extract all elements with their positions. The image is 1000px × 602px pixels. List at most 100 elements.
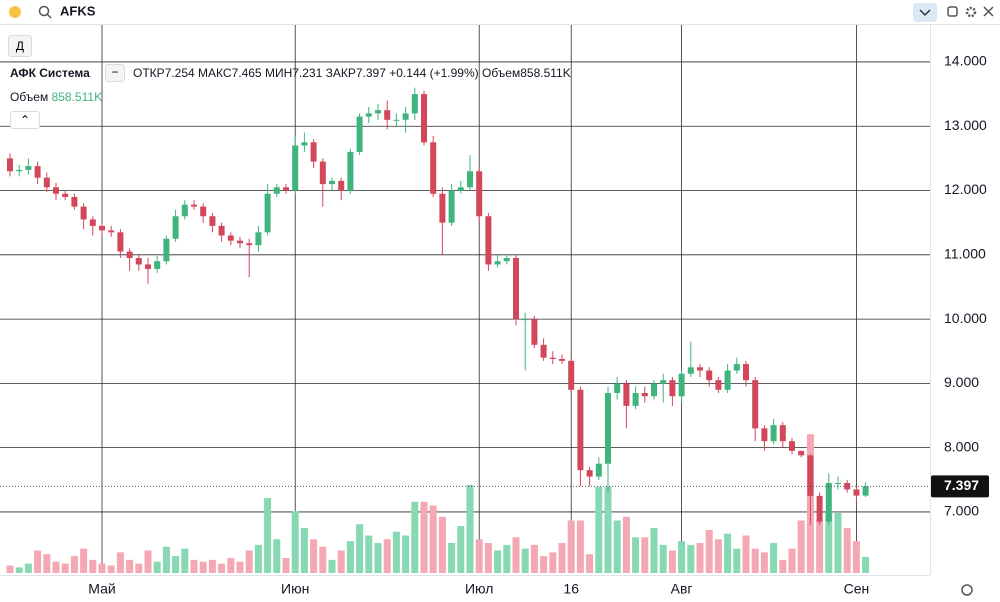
dropdown-button[interactable] (913, 3, 937, 22)
legend-value: 7.465 (231, 66, 262, 80)
volume-bar (714, 539, 722, 573)
candle-body (99, 225, 105, 231)
candle-body (108, 230, 115, 233)
legend-name: АФК Система (10, 66, 90, 80)
collapse-button[interactable]: − (105, 64, 125, 82)
legend-value: 7.397 (355, 66, 386, 80)
symbol[interactable]: AFKS (60, 3, 96, 18)
volume-bar (862, 556, 870, 573)
volume-bar (576, 520, 584, 573)
volume-bar (15, 567, 23, 573)
candle-body (770, 425, 777, 442)
volume-bar (540, 556, 548, 573)
volume-bar (34, 550, 42, 573)
volume-bar (300, 528, 308, 573)
volume-bar (89, 559, 97, 573)
window-button[interactable] (947, 6, 958, 17)
candle-body (80, 206, 87, 220)
volume-bar (521, 548, 529, 573)
candle-body (310, 142, 317, 162)
volume-bar (668, 550, 676, 573)
y-tick-label: 14.000 (944, 53, 987, 69)
last-price-label: 7.397 (944, 477, 979, 493)
volume-bar (107, 565, 115, 573)
candle-body (752, 380, 759, 429)
candle-body (540, 344, 547, 358)
axis-settings[interactable] (961, 584, 973, 596)
volume-bar (751, 548, 759, 573)
candle-body (411, 94, 418, 114)
candle-body (706, 370, 713, 381)
candle-body (743, 364, 749, 381)
candle-body (145, 264, 151, 269)
candle-body (715, 380, 722, 390)
candle-body (476, 171, 483, 217)
close-button[interactable] (983, 6, 994, 17)
candle-body (798, 450, 805, 456)
volume-bar (797, 520, 805, 573)
volume-bar (144, 550, 152, 573)
volume-bar (135, 563, 143, 573)
search-icon[interactable] (38, 5, 50, 17)
candle-body (494, 261, 501, 265)
legend-label: МАКС (198, 66, 232, 80)
candle-body (227, 235, 234, 241)
volume-bar (622, 516, 630, 573)
volume-bar (788, 548, 796, 573)
volume-bar (172, 556, 180, 573)
x-tick-label: Авг (671, 581, 693, 597)
settings-button[interactable] (965, 6, 977, 18)
candle-body (789, 441, 795, 451)
volume-bar (512, 537, 520, 573)
candle-body (779, 425, 786, 442)
candle-body (632, 393, 639, 406)
volume-bar (613, 520, 621, 573)
candle-body (651, 383, 657, 397)
candle-body (200, 206, 207, 217)
volume-bar (420, 501, 428, 573)
volume-legend: Объем 858.511K (10, 90, 102, 104)
volume-bar (181, 548, 189, 573)
volume-bar (659, 544, 667, 573)
volume-bar (264, 498, 272, 573)
candle-body (218, 225, 225, 236)
candle-body (191, 204, 197, 207)
volume-bar (162, 546, 170, 573)
interval-button[interactable]: Д (8, 35, 32, 57)
volume-bar (742, 535, 750, 573)
candle-body (393, 119, 400, 121)
candle-body (586, 470, 593, 477)
candle-body (283, 187, 289, 191)
candle-body (7, 158, 13, 172)
candle-body (402, 113, 409, 120)
volume-bar (586, 554, 594, 573)
x-tick-label: Июн (281, 581, 309, 597)
volume-bar (116, 552, 124, 573)
volume-bar (383, 539, 391, 573)
legend-change: +0.144 (+1.99%) (389, 66, 479, 80)
y-tick-label: 9.000 (944, 374, 979, 390)
volume-bar (61, 563, 69, 573)
volume-bar (530, 544, 538, 573)
volume-bar (567, 520, 575, 573)
volume-bar (319, 546, 327, 573)
y-tick-label: 10.000 (944, 310, 987, 326)
volume-bar (641, 537, 649, 573)
volume-bar (245, 550, 253, 573)
legend-value: 858.511K (51, 90, 103, 104)
candle-body (577, 389, 584, 471)
volume-bar (438, 516, 446, 573)
expand-button[interactable]: ⌃ (10, 111, 40, 129)
candle-body (531, 319, 538, 345)
volume-bar (816, 520, 824, 573)
volume-bar (6, 565, 14, 573)
volume-bar (218, 563, 226, 573)
candle-body (835, 483, 841, 485)
candle-body (559, 358, 565, 361)
candle-body (467, 171, 473, 188)
volume-bar (190, 559, 198, 573)
volume-bar (650, 528, 658, 573)
volume-bar (604, 486, 612, 573)
volume-bar (770, 543, 778, 573)
